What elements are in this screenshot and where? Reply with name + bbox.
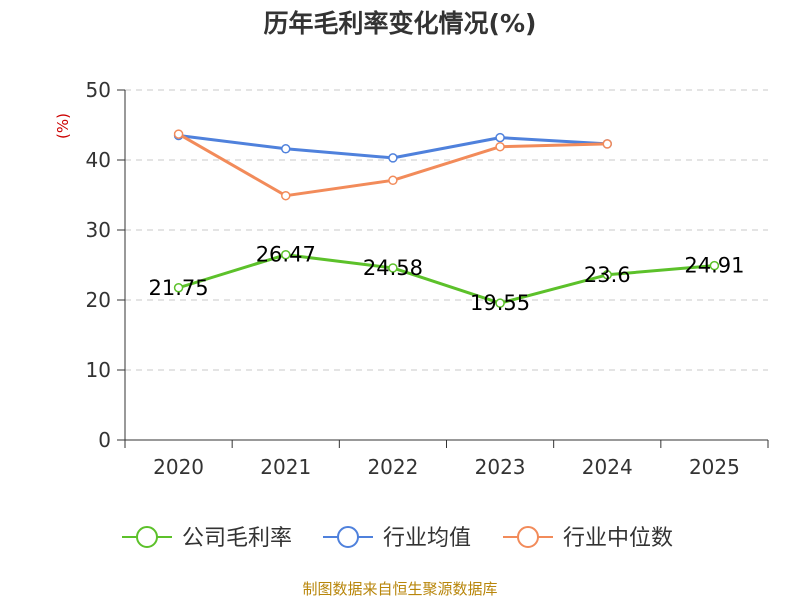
data-point — [602, 270, 612, 280]
data-label: 26.47 — [256, 243, 316, 267]
y-tick-label: 50 — [86, 78, 111, 102]
x-tick-label: 2020 — [153, 455, 204, 479]
legend-label: 行业均值 — [383, 526, 471, 551]
chart-title: 历年毛利率变化情况(%) — [264, 9, 537, 38]
legend: 公司毛利率 行业均值 行业中位数 — [122, 526, 673, 551]
y-tick-label: 40 — [86, 148, 111, 172]
y-tick-label: 20 — [86, 288, 111, 312]
data-point — [388, 175, 398, 186]
data-point — [388, 263, 398, 273]
series-line-0 — [178, 253, 715, 305]
axes: 0 10 20 30 40 50 2020 2021 2022 2023 2024 2025 — [86, 78, 769, 479]
data-point — [495, 132, 505, 143]
series-layer — [173, 129, 720, 308]
x-tick-label: 2021 — [260, 455, 311, 479]
y-tick-label: 10 — [86, 358, 111, 382]
data-label: 21.75 — [149, 276, 209, 300]
data-point — [173, 129, 184, 139]
source-note: 制图数据来自恒生聚源数据库 — [302, 580, 497, 598]
data-point — [495, 141, 505, 152]
x-tick-label: 2025 — [689, 455, 740, 479]
data-point — [495, 298, 505, 308]
grid-lines — [125, 89, 768, 371]
y-tick-label: 0 — [98, 428, 111, 452]
y-axis-unit: (%) — [54, 113, 72, 139]
data-point — [388, 153, 398, 163]
data-label: 24.58 — [363, 256, 423, 280]
data-point — [709, 260, 720, 271]
data-label: 24.91 — [684, 254, 744, 278]
data-point — [602, 139, 612, 149]
legend-marker-icon — [517, 526, 539, 548]
data-labels: 21.75 26.47 24.58 19.55 23.6 24.91 — [149, 243, 745, 315]
data-point — [281, 190, 291, 201]
data-point — [173, 283, 184, 293]
y-tick-label: 30 — [86, 218, 111, 242]
data-label: 23.6 — [584, 263, 631, 287]
x-tick-label: 2024 — [582, 455, 633, 479]
data-point — [281, 144, 291, 154]
x-tick-label: 2023 — [475, 455, 526, 479]
x-tick-label: 2022 — [367, 455, 418, 479]
data-point — [281, 249, 291, 260]
data-label: 19.55 — [470, 291, 530, 315]
legend-marker-icon — [337, 526, 359, 548]
legend-marker-icon — [136, 526, 158, 548]
legend-label: 行业中位数 — [563, 526, 673, 551]
legend-label: 公司毛利率 — [182, 526, 292, 551]
